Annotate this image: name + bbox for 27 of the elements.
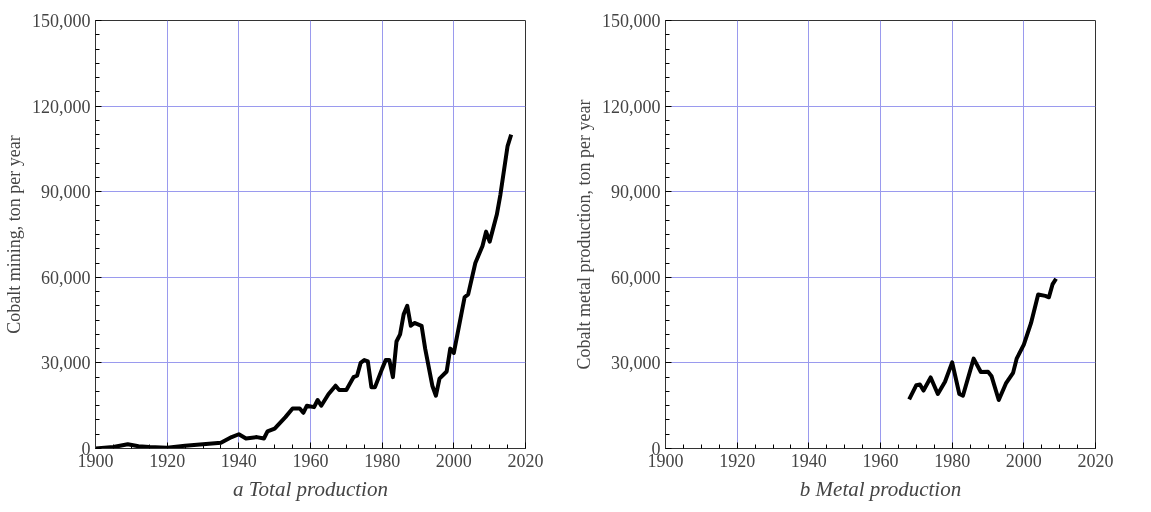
x-tick-label: 1940 <box>790 450 827 471</box>
x-tick-label: 1960 <box>862 450 899 471</box>
y-tick-label: 90,000 <box>41 182 91 203</box>
text: b Metal production <box>799 476 962 501</box>
x-tick-label: 2020 <box>507 450 544 471</box>
text: a Total production <box>233 476 388 501</box>
y-tick-label: 30,000 <box>41 353 91 374</box>
y-axis-title: Cobalt mining, ton per year <box>4 135 24 334</box>
x-tick-label: 2000 <box>435 450 472 471</box>
y-tick-label: 120,000 <box>602 96 661 117</box>
y-tick-label: 150,000 <box>32 11 91 31</box>
y-tick-label: 60,000 <box>611 267 661 288</box>
x-tick-label: 1920 <box>719 450 756 471</box>
y-tick-label: 120,000 <box>32 96 91 117</box>
y-tick-label: 60,000 <box>41 267 91 288</box>
y-axis-title: Cobalt metal production, ton per year <box>574 99 594 370</box>
x-tick-label: 2000 <box>1005 450 1042 471</box>
x-tick-label: 2020 <box>1077 450 1114 471</box>
y-tick-label: 150,000 <box>602 11 661 31</box>
line-series <box>907 276 1059 402</box>
x-tick-label: 1940 <box>220 450 257 471</box>
x-tick-label: 1980 <box>364 450 401 471</box>
y-tick-label: 90,000 <box>611 182 661 203</box>
x-tick-label: 1920 <box>149 450 186 471</box>
x-tick-label: 1960 <box>292 450 329 471</box>
y-tick-label: 30,000 <box>611 353 661 374</box>
x-tick-label: 1980 <box>934 450 971 471</box>
